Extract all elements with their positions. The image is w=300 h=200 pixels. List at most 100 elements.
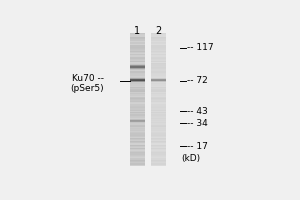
Bar (151, 33, 166, 34)
Bar (151, 38, 166, 39)
Bar (130, 158, 145, 159)
Bar (151, 143, 166, 145)
Bar (130, 107, 145, 108)
Bar (130, 162, 145, 163)
Bar (151, 80, 166, 81)
Bar (130, 127, 145, 128)
Bar (130, 67, 145, 68)
Bar (151, 106, 166, 107)
Text: -- 117: -- 117 (188, 43, 214, 52)
Bar (151, 92, 166, 93)
Text: (kD): (kD) (182, 154, 200, 163)
Bar (151, 130, 166, 131)
Bar (151, 86, 166, 87)
Bar (151, 136, 166, 137)
Text: -- 43: -- 43 (188, 107, 208, 116)
Bar (130, 129, 145, 130)
Bar (130, 160, 145, 161)
Bar (151, 159, 166, 160)
Bar (151, 121, 166, 122)
Bar (130, 80, 145, 81)
Bar (130, 133, 145, 135)
Bar (151, 156, 166, 157)
Bar (151, 142, 166, 143)
Bar (130, 89, 145, 90)
Bar (151, 160, 166, 161)
Bar (130, 81, 145, 82)
Bar (151, 55, 166, 57)
Bar (130, 63, 145, 64)
Bar (130, 79, 145, 80)
Bar (151, 165, 166, 166)
Bar (130, 128, 145, 129)
Text: -- 72: -- 72 (188, 76, 208, 85)
Bar (151, 126, 166, 127)
Bar (130, 86, 145, 87)
Bar (130, 72, 145, 73)
Bar (151, 79, 166, 80)
Bar (151, 110, 166, 111)
Bar (151, 145, 166, 146)
Bar (151, 112, 166, 113)
Bar (130, 131, 145, 132)
Bar (130, 91, 145, 92)
Bar (130, 74, 145, 76)
Bar (130, 126, 145, 127)
Bar (130, 76, 145, 77)
Bar (151, 67, 166, 68)
Bar (130, 93, 145, 94)
Bar (130, 62, 145, 63)
Bar (151, 71, 166, 72)
Bar (130, 99, 145, 100)
Bar (151, 157, 166, 158)
Bar (130, 35, 145, 37)
Bar (151, 51, 166, 52)
Bar (151, 74, 166, 76)
Bar (151, 70, 166, 71)
Bar (151, 52, 166, 53)
Bar (151, 117, 166, 118)
Bar (130, 140, 145, 141)
Bar (130, 84, 145, 86)
Bar (130, 83, 145, 84)
Bar (130, 123, 145, 125)
Bar (130, 109, 145, 110)
Bar (130, 82, 145, 83)
Bar (130, 92, 145, 93)
Bar (151, 63, 166, 64)
Bar (130, 55, 145, 57)
Text: Ku70 --: Ku70 -- (72, 74, 104, 83)
Bar (151, 99, 166, 100)
Bar (151, 45, 166, 47)
Bar (151, 90, 166, 91)
Bar (130, 104, 145, 106)
Bar (151, 128, 166, 129)
Bar (130, 53, 145, 54)
Bar (151, 118, 166, 119)
Bar (151, 135, 166, 136)
Bar (130, 113, 145, 114)
Bar (130, 42, 145, 43)
Bar (151, 82, 166, 83)
Bar (130, 82, 145, 83)
Bar (130, 119, 145, 120)
Bar (151, 83, 166, 84)
Text: (pSer5): (pSer5) (70, 84, 104, 93)
Bar (130, 61, 145, 62)
Bar (130, 145, 145, 146)
Bar (130, 152, 145, 153)
Bar (130, 111, 145, 112)
Bar (130, 98, 145, 99)
Bar (130, 118, 145, 119)
Bar (130, 121, 145, 122)
Bar (130, 77, 145, 78)
Bar (151, 40, 166, 41)
Bar (130, 69, 145, 70)
Bar (130, 33, 145, 34)
Bar (151, 37, 166, 38)
Bar (130, 135, 145, 136)
Bar (151, 39, 166, 40)
Bar (151, 101, 166, 102)
Bar (151, 69, 166, 70)
Bar (151, 139, 166, 140)
